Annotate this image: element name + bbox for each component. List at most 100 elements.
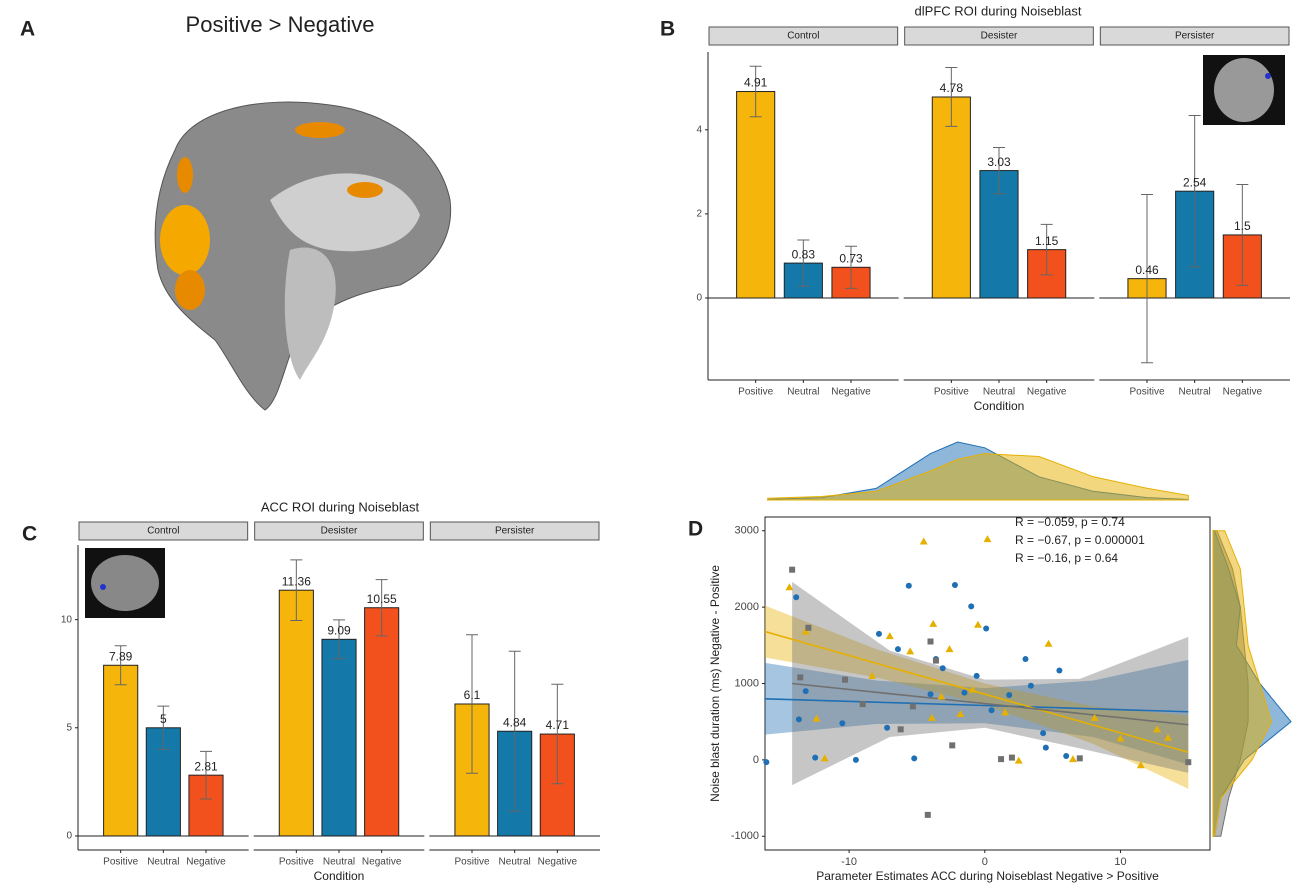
value-label: 4.91: [744, 76, 768, 90]
x-tick-label: Neutral: [323, 857, 355, 868]
point: [928, 691, 934, 697]
point: [920, 537, 928, 544]
x-tick-label: Positive: [934, 387, 969, 398]
point: [803, 688, 809, 694]
point: [805, 625, 811, 631]
y-tick-label: -1000: [731, 830, 759, 842]
x-tick-label: Negative: [1223, 387, 1263, 398]
point: [1056, 668, 1062, 674]
point: [789, 567, 795, 573]
y-tick-label: 5: [66, 722, 72, 733]
panel-title: Positive > Negative: [186, 12, 375, 37]
value-label: 3.03: [987, 155, 1011, 169]
y-tick-label: 3000: [735, 525, 759, 537]
point: [1006, 692, 1012, 698]
point: [1069, 755, 1077, 762]
activation: [347, 182, 383, 198]
point: [796, 716, 802, 722]
x-tick-label: Negative: [1027, 387, 1067, 398]
roi-dot: [1265, 73, 1271, 79]
density-top: [768, 454, 1189, 500]
x-tick-label: Neutral: [787, 387, 819, 398]
facet-label: Control: [147, 526, 179, 537]
panel-label: D: [688, 518, 703, 541]
point: [911, 755, 917, 761]
point: [929, 620, 937, 627]
point: [983, 626, 989, 632]
activation: [295, 122, 345, 138]
activation: [175, 270, 205, 310]
point: [984, 535, 992, 542]
point: [989, 707, 995, 713]
point: [1015, 757, 1023, 764]
activation: [160, 205, 210, 275]
point: [925, 812, 931, 818]
x-axis-title: Condition: [974, 399, 1025, 413]
facet-label: Control: [787, 31, 819, 42]
point: [940, 665, 946, 671]
point: [933, 658, 939, 664]
point: [998, 756, 1004, 762]
point: [1022, 656, 1028, 662]
x-tick-label: Negative: [186, 857, 226, 868]
panel-label: C: [22, 523, 37, 546]
value-label: 10.55: [367, 592, 397, 606]
stat-annotation: R = −0.059, p = 0.74: [1015, 515, 1125, 529]
value-label: 6.1: [464, 688, 481, 702]
value-label: 4.78: [940, 81, 964, 95]
point: [1043, 745, 1049, 751]
point: [1040, 730, 1046, 736]
point: [793, 594, 799, 600]
point: [763, 759, 769, 765]
point: [1185, 759, 1191, 765]
point: [928, 638, 934, 644]
chart-title: dlPFC ROI during Noiseblast: [915, 3, 1082, 18]
facet-label: Desister: [321, 526, 358, 537]
value-label: 4.71: [546, 718, 570, 732]
x-tick-label: Neutral: [983, 387, 1015, 398]
point: [910, 703, 916, 709]
inset-brain-b: [1203, 55, 1285, 125]
value-label: 5: [160, 712, 167, 726]
chart-title: ACC ROI during Noiseblast: [261, 499, 420, 514]
point: [906, 583, 912, 589]
activation: [177, 157, 193, 193]
panel-label: A: [20, 18, 35, 41]
x-tick-label: Positive: [1129, 387, 1164, 398]
facet-label: Desister: [981, 31, 1018, 42]
x-tick-label: Neutral: [147, 857, 179, 868]
y-tick-label: 2000: [735, 601, 759, 613]
inset-brain: [91, 555, 159, 611]
bar: [737, 92, 775, 298]
point: [961, 690, 967, 696]
point: [876, 631, 882, 637]
brainstem: [285, 247, 336, 380]
point: [886, 632, 894, 639]
inset-brain: [1214, 58, 1274, 122]
value-label: 2.54: [1183, 175, 1207, 189]
point: [839, 720, 845, 726]
x-tick-label: Positive: [103, 857, 138, 868]
y-tick-label: 10: [61, 614, 73, 625]
facet-label: Persister: [495, 526, 535, 537]
point: [946, 645, 954, 652]
stat-annotation: R = −0.16, p = 0.64: [1015, 551, 1118, 565]
x-tick-label: Negative: [538, 857, 578, 868]
point: [1009, 755, 1015, 761]
brain-image: [155, 102, 450, 410]
point: [906, 647, 914, 654]
y-tick-label: 1000: [735, 677, 759, 689]
y-tick-label: 0: [753, 754, 759, 766]
roi-dot: [100, 584, 106, 590]
point: [797, 674, 803, 680]
value-label: 2.81: [194, 759, 218, 773]
inset-brain-c: [85, 548, 165, 618]
confidence-band: [792, 582, 1188, 785]
y-tick-label: 0: [66, 831, 72, 842]
point: [812, 755, 818, 761]
point: [895, 646, 901, 652]
x-tick-label: Positive: [454, 857, 489, 868]
x-axis-title: Condition: [314, 869, 365, 883]
point: [1077, 755, 1083, 761]
value-label: 1.15: [1035, 234, 1059, 248]
